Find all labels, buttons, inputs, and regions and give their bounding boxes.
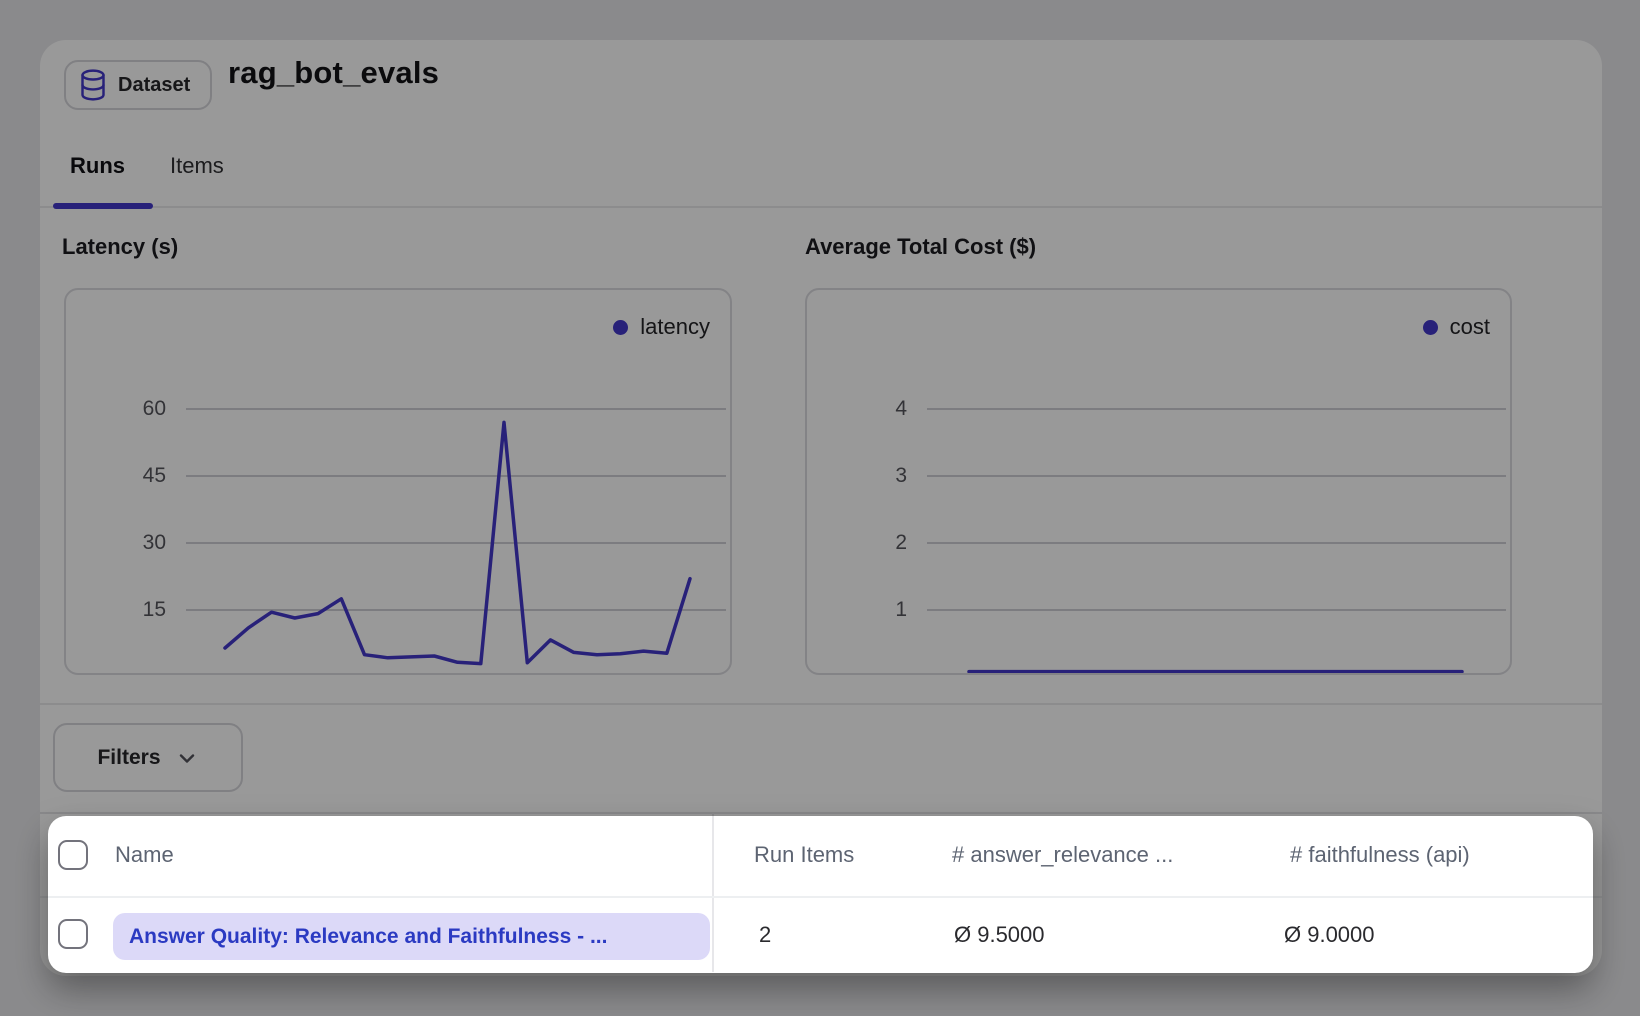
latency-legend[interactable]: latency — [613, 314, 710, 340]
cell-faithfulness: Ø 9.0000 — [1284, 922, 1375, 947]
column-header-faithfulness[interactable]: # faithfulness (api) — [1290, 842, 1470, 867]
database-icon — [79, 68, 107, 102]
tab-bar: Runs Items — [40, 140, 1602, 209]
page-title: rag_bot_evals — [228, 55, 440, 90]
active-tab-indicator — [53, 203, 153, 209]
y-axis-tick-label: 4 — [895, 397, 907, 420]
column-header-run-items[interactable]: Run Items — [754, 842, 855, 867]
table-column-divider — [712, 813, 714, 972]
column-header-answer-relevance[interactable]: # answer_relevance ... — [952, 842, 1174, 867]
cost-legend[interactable]: cost — [1422, 314, 1490, 340]
section-divider — [40, 703, 1602, 705]
chart-canvas — [186, 408, 726, 666]
legend-label: latency — [640, 314, 710, 339]
dataset-badge: Dataset — [64, 60, 213, 110]
y-axis-tick-label: 30 — [142, 531, 166, 554]
y-axis-tick-label: 60 — [142, 397, 166, 420]
cell-run-items: 2 — [759, 922, 772, 947]
cost-chart: cost 1 2 3 4 — [805, 288, 1512, 675]
y-axis-tick-label: 45 — [142, 464, 166, 487]
chart-title-latency: Latency (s) — [62, 234, 179, 259]
column-header-name[interactable]: Name — [115, 842, 174, 867]
y-axis-tick-label: 2 — [895, 531, 907, 554]
table-top-border — [40, 812, 1602, 814]
filters-label: Filters — [97, 745, 161, 769]
table-row-divider — [40, 896, 1602, 898]
legend-label: cost — [1449, 314, 1490, 339]
run-name-link[interactable]: Answer Quality: Relevance and Faithfulne… — [113, 913, 710, 960]
select-all-checkbox[interactable] — [58, 840, 88, 870]
cell-answer-relevance: Ø 9.5000 — [954, 922, 1045, 947]
latency-chart: latency 15 30 45 60 — [64, 288, 732, 675]
chart-canvas — [927, 408, 1506, 673]
row-checkbox[interactable] — [58, 919, 88, 949]
chart-title-cost: Average Total Cost ($) — [805, 234, 1037, 259]
y-axis-tick-label: 3 — [895, 464, 907, 487]
y-axis-tick-label: 1 — [895, 598, 907, 621]
tab-items[interactable]: Items — [170, 153, 224, 178]
tab-runs[interactable]: Runs — [70, 153, 125, 178]
legend-dot-latency — [613, 319, 629, 335]
chevron-down-icon — [175, 746, 199, 770]
y-axis-tick-label: 15 — [142, 598, 166, 621]
legend-dot-cost — [1422, 319, 1438, 335]
series-line-latency — [223, 420, 692, 666]
dataset-panel: Dataset rag_bot_evals Runs Items Latency… — [40, 40, 1602, 976]
badge-label: Dataset — [118, 73, 191, 96]
filters-button[interactable]: Filters — [53, 723, 243, 792]
